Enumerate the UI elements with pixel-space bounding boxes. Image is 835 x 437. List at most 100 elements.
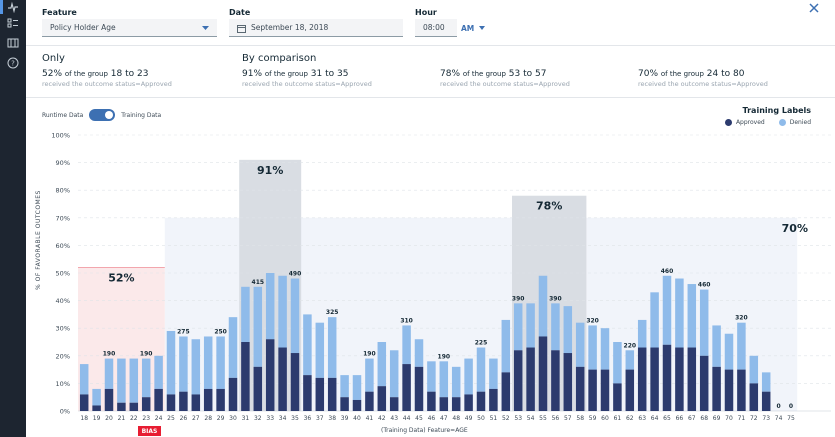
y-tick-label: 40% xyxy=(56,297,70,305)
x-tick-label: 52 xyxy=(502,415,510,422)
ampm-select[interactable]: AM xyxy=(461,19,486,37)
bar-value-label: 225 xyxy=(475,340,488,347)
bar-denied-66 xyxy=(675,278,684,348)
comparison-subtext: received the outcome status=Approved xyxy=(638,80,768,88)
x-tick-label: 53 xyxy=(514,415,522,422)
comparison-stat: 91% of the group 31 to 35 xyxy=(242,69,348,79)
bar-approved-57 xyxy=(563,353,573,411)
bar-approved-25 xyxy=(166,394,176,411)
feature-select[interactable]: Policy Holder Age xyxy=(42,19,217,37)
bar-value-label: 275 xyxy=(177,328,190,335)
bar-denied-26 xyxy=(179,336,188,392)
bar-approved-59 xyxy=(588,369,597,411)
hour-label: Hour xyxy=(415,8,437,17)
region-percent-label: 70% xyxy=(782,222,808,235)
x-tick-label: 26 xyxy=(180,415,188,422)
x-tick-label: 30 xyxy=(229,415,237,422)
chevron-down-icon xyxy=(479,26,486,30)
bar-denied-63 xyxy=(637,319,647,348)
film-icon[interactable] xyxy=(7,37,19,49)
x-tick-label: 42 xyxy=(378,415,386,422)
x-tick-label: 59 xyxy=(589,415,597,422)
comparison-stat: 70% of the group 24 to 80 xyxy=(638,69,744,79)
bar-approved-31 xyxy=(241,342,250,411)
bar-approved-42 xyxy=(377,386,387,411)
bar-approved-66 xyxy=(675,347,684,411)
outcome-chart: 0% 10% 20% 30% 40% 50% 60% 70% 80% 90% 100% 18 19 20 2… xyxy=(51,132,831,422)
x-tick-label: 45 xyxy=(415,415,423,422)
comparison-title: By comparison xyxy=(242,53,317,64)
chevron-down-icon xyxy=(202,26,209,30)
bar-value-label: 460 xyxy=(661,268,674,275)
header-divider xyxy=(26,45,835,46)
pulse-icon[interactable] xyxy=(7,1,19,13)
bar-value-label: 460 xyxy=(698,282,711,289)
stat-range: 24 to 80 xyxy=(706,69,745,79)
stat-text: of the group xyxy=(264,70,308,78)
stat-range: 53 to 57 xyxy=(508,69,547,79)
close-icon[interactable] xyxy=(807,1,821,15)
bar-denied-64 xyxy=(650,292,659,348)
bar-approved-56 xyxy=(551,350,560,411)
bar-approved-22 xyxy=(129,402,139,411)
bar-denied-39 xyxy=(340,375,349,398)
data-source-toggle[interactable] xyxy=(89,109,116,121)
x-tick-label: 34 xyxy=(279,415,287,422)
bar-denied-37 xyxy=(315,322,325,378)
x-tick-label: 44 xyxy=(403,415,411,422)
bar-denied-25 xyxy=(166,330,176,395)
bar-approved-27 xyxy=(191,394,201,411)
bar-denied-58 xyxy=(575,322,585,367)
bar-denied-34 xyxy=(278,275,287,348)
bar-denied-70 xyxy=(724,333,734,370)
date-input[interactable]: September 18, 2018 xyxy=(229,19,403,37)
bar-value-label: 310 xyxy=(400,317,413,324)
legend-denied-label: Denied xyxy=(789,119,811,126)
x-tick-label: 64 xyxy=(651,415,659,422)
data-source-toggle-row: Runtime Data Training Data xyxy=(42,109,161,121)
bar-denied-41 xyxy=(365,358,374,392)
bar-denied-33 xyxy=(265,273,275,340)
bar-denied-42 xyxy=(377,342,387,387)
ampm-value: AM xyxy=(461,23,475,33)
bar-approved-55 xyxy=(538,336,548,411)
hour-input[interactable]: 08:00 xyxy=(415,19,457,37)
bar-denied-30 xyxy=(228,317,238,378)
y-tick-label: 90% xyxy=(56,159,70,167)
x-tick-label: 35 xyxy=(291,415,299,422)
bar-value-label: 0 xyxy=(789,403,793,410)
stat-percent: 52% xyxy=(42,69,63,79)
x-tick-label: 67 xyxy=(688,415,696,422)
legend-denied-swatch xyxy=(778,119,786,126)
bar-approved-51 xyxy=(489,388,498,411)
bar-approved-71 xyxy=(737,369,746,411)
x-tick-label: 20 xyxy=(105,415,113,422)
bar-denied-21 xyxy=(117,358,126,403)
bar-denied-46 xyxy=(427,361,436,392)
list-icon[interactable] xyxy=(7,17,19,29)
y-tick-label: 80% xyxy=(56,187,70,195)
bar-approved-38 xyxy=(327,377,337,411)
x-tick-label: 27 xyxy=(192,415,200,422)
bar-denied-50 xyxy=(476,347,486,392)
x-tick-label: 21 xyxy=(118,415,126,422)
bar-approved-63 xyxy=(637,347,647,411)
bar-approved-45 xyxy=(414,366,424,411)
bar-approved-72 xyxy=(749,383,759,411)
bar-approved-49 xyxy=(464,394,473,411)
bar-value-label: 320 xyxy=(735,315,748,322)
stat-text: of the group xyxy=(64,70,108,78)
bar-denied-43 xyxy=(389,350,399,398)
region-percent-label: 78% xyxy=(536,200,562,213)
bar-denied-49 xyxy=(464,358,473,395)
bar-denied-38 xyxy=(327,317,337,378)
only-title: Only xyxy=(42,53,65,64)
x-tick-label: 31 xyxy=(242,415,250,422)
nav-active-indicator xyxy=(0,0,3,14)
bar-denied-28 xyxy=(203,336,213,389)
y-tick-label: 10% xyxy=(56,380,70,388)
help-icon[interactable]: ? xyxy=(7,57,19,69)
x-tick-label: 63 xyxy=(638,415,646,422)
bar-value-label: 190 xyxy=(438,353,451,360)
bar-denied-31 xyxy=(241,286,250,342)
